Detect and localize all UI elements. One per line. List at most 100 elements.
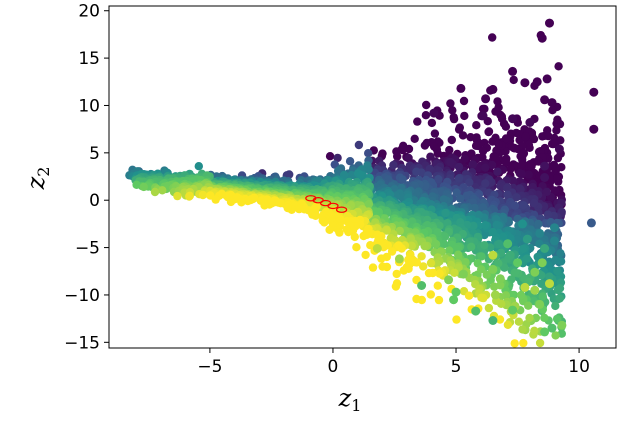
data-point <box>540 327 550 337</box>
data-point <box>404 153 413 163</box>
data-point <box>173 191 182 201</box>
data-point <box>545 18 554 28</box>
data-point <box>555 294 564 303</box>
data-point <box>417 281 427 290</box>
data-point <box>452 315 461 324</box>
y-tick-label: −15 <box>64 333 100 353</box>
data-point <box>501 122 511 131</box>
data-point <box>391 282 401 291</box>
data-point <box>449 295 459 305</box>
data-point <box>410 134 419 143</box>
data-point <box>467 242 476 251</box>
y-axis-label: z2 <box>22 167 53 191</box>
data-point <box>481 163 490 172</box>
data-point <box>395 226 404 236</box>
data-point <box>377 254 386 263</box>
y-axis-label-subscript: 2 <box>34 167 53 177</box>
data-point <box>509 75 518 85</box>
data-point <box>429 108 439 118</box>
data-point <box>529 199 539 208</box>
data-point <box>553 153 563 163</box>
data-point <box>422 138 431 148</box>
data-point <box>345 157 355 166</box>
data-point <box>356 170 365 179</box>
data-point <box>501 157 511 167</box>
data-point <box>211 195 220 204</box>
data-point <box>243 196 252 206</box>
data-point <box>419 262 428 271</box>
y-axis-label-main: z <box>22 176 50 190</box>
x-axis-ticks: −5 0 5 10 <box>197 348 590 377</box>
data-point <box>510 339 519 348</box>
data-point <box>462 191 472 200</box>
data-point <box>488 264 498 274</box>
data-point <box>506 164 515 174</box>
data-point <box>488 84 498 94</box>
data-point <box>433 149 442 158</box>
data-point <box>484 303 494 313</box>
data-point <box>530 326 539 335</box>
x-axis-label-main: z <box>338 384 352 412</box>
data-point <box>198 190 208 200</box>
data-point <box>519 338 528 348</box>
data-point <box>517 169 526 179</box>
data-point <box>524 301 533 310</box>
data-point <box>520 78 530 88</box>
data-point <box>454 174 464 183</box>
data-point <box>524 140 534 149</box>
scatter-points <box>125 18 599 348</box>
data-point <box>477 265 486 274</box>
data-point <box>330 160 339 169</box>
data-point <box>537 258 547 268</box>
data-point <box>538 292 547 301</box>
data-point <box>444 275 454 285</box>
data-point <box>458 269 468 279</box>
data-point <box>547 98 557 108</box>
highlighted-points <box>305 195 348 213</box>
data-point <box>434 175 443 184</box>
data-point <box>464 291 474 300</box>
data-point <box>477 252 486 261</box>
data-point <box>226 197 236 207</box>
x-tick-label: 5 <box>451 357 462 377</box>
data-point <box>552 126 561 135</box>
data-point <box>524 170 533 179</box>
data-point <box>446 157 455 167</box>
data-point <box>398 175 407 184</box>
data-point <box>449 114 459 124</box>
data-point <box>518 244 528 254</box>
data-point <box>542 74 552 84</box>
data-point <box>433 281 442 290</box>
data-point <box>503 320 513 329</box>
data-point <box>542 187 551 196</box>
data-point <box>480 104 489 114</box>
highlighted-point <box>336 206 348 213</box>
data-point <box>412 294 421 304</box>
data-point <box>404 144 414 154</box>
data-point <box>389 160 398 170</box>
data-point <box>350 232 359 242</box>
data-point <box>556 249 565 258</box>
data-point <box>537 271 546 280</box>
data-point <box>325 225 334 234</box>
data-point <box>527 162 536 171</box>
data-point <box>513 258 523 268</box>
data-point <box>556 257 566 266</box>
data-point <box>544 131 553 141</box>
data-point <box>471 306 481 316</box>
data-point <box>424 268 434 278</box>
data-point <box>488 250 498 260</box>
data-point <box>505 250 515 260</box>
data-point <box>426 290 435 299</box>
data-point <box>468 160 478 169</box>
data-point <box>458 131 468 140</box>
data-point <box>260 201 269 210</box>
data-point <box>295 204 304 214</box>
data-point <box>535 299 545 309</box>
data-point <box>401 226 410 235</box>
data-point <box>586 218 596 228</box>
data-point <box>333 153 342 163</box>
data-point <box>508 66 518 76</box>
data-point <box>434 295 444 305</box>
